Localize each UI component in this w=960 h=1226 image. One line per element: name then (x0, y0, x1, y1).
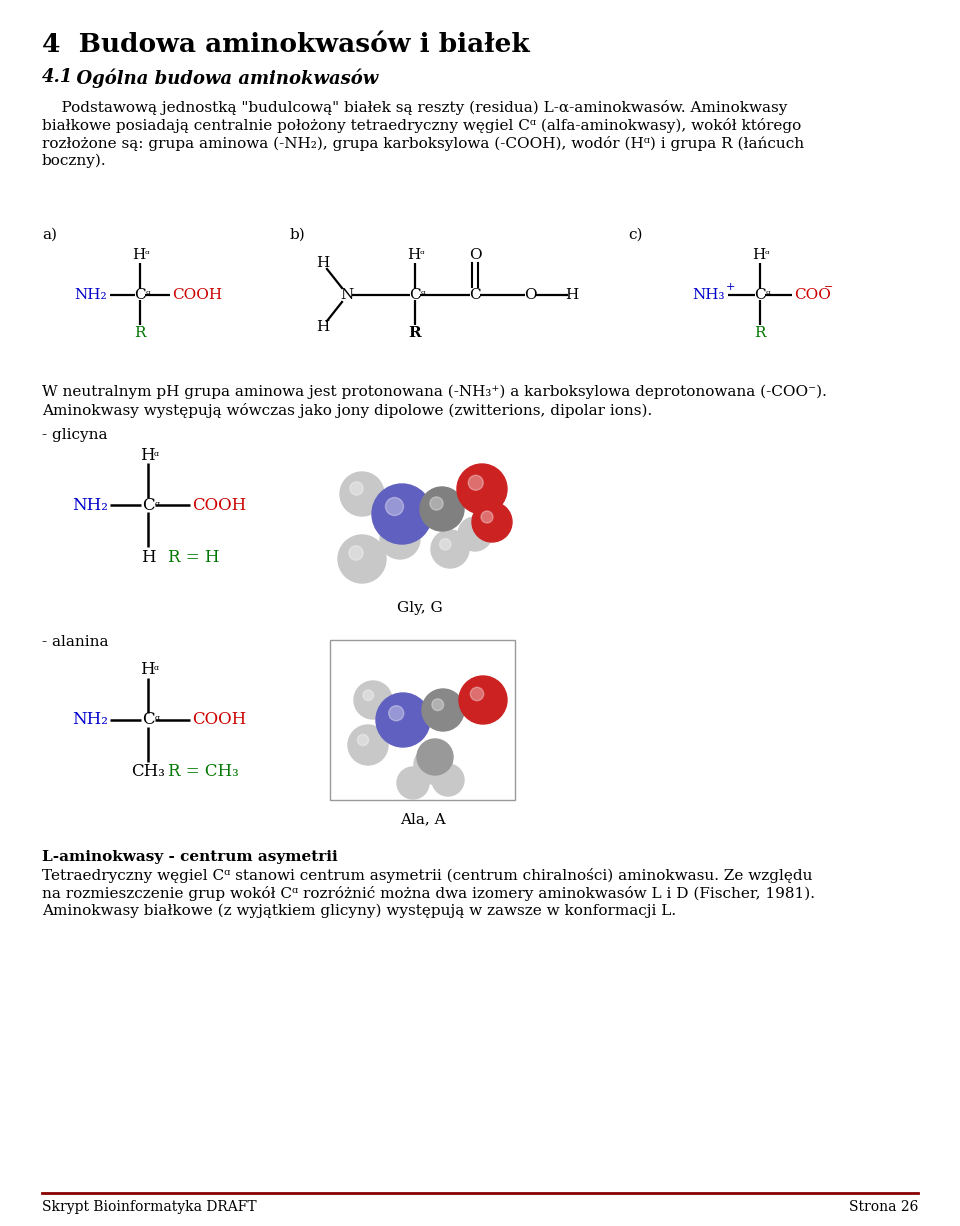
Text: Gly, G: Gly, G (397, 601, 443, 615)
Text: C: C (409, 288, 420, 302)
Text: NH₂: NH₂ (72, 711, 108, 728)
Text: ᵅ: ᵅ (420, 250, 424, 260)
Text: C: C (755, 288, 766, 302)
Text: Ala, A: Ala, A (400, 812, 445, 826)
Circle shape (417, 739, 453, 775)
Text: O: O (524, 288, 537, 302)
Text: NH₂: NH₂ (74, 288, 107, 302)
Circle shape (420, 487, 464, 531)
Text: na rozmieszczenie grup wokół Cᵅ rozróżnić można dwa izomery aminokwasów L i D (F: na rozmieszczenie grup wokół Cᵅ rozróżni… (42, 886, 815, 901)
Text: −: − (824, 282, 833, 292)
Text: COO: COO (794, 288, 830, 302)
Text: H: H (140, 446, 155, 463)
Text: ᵅ: ᵅ (145, 250, 150, 260)
Circle shape (348, 725, 388, 765)
Text: Skrypt Bioinformatyka DRAFT: Skrypt Bioinformatyka DRAFT (42, 1200, 256, 1214)
Text: ᵅ: ᵅ (765, 250, 770, 260)
Circle shape (440, 538, 451, 550)
Text: H: H (565, 288, 579, 302)
Circle shape (397, 767, 429, 799)
Circle shape (423, 755, 434, 765)
Circle shape (430, 497, 444, 510)
Circle shape (458, 517, 492, 550)
Text: ᵅ: ᵅ (155, 499, 160, 512)
Text: Aminokwasy białkowe (z wyjątkiem glicyny) występują w zawsze w konformacji L.: Aminokwasy białkowe (z wyjątkiem glicyny… (42, 904, 676, 918)
Text: R: R (755, 326, 766, 340)
Circle shape (459, 676, 507, 725)
Circle shape (349, 482, 363, 495)
Text: Aminokwasy występują wówczas jako jony dipolowe (zwitterions, dipolar ions).: Aminokwasy występują wówczas jako jony d… (42, 403, 652, 418)
Circle shape (472, 501, 512, 542)
Circle shape (432, 699, 444, 711)
Circle shape (340, 472, 384, 516)
Text: +: + (726, 282, 735, 292)
Circle shape (422, 689, 464, 731)
Circle shape (389, 528, 401, 539)
Text: NH₂: NH₂ (72, 497, 108, 514)
Text: C: C (142, 497, 155, 514)
Text: H: H (317, 320, 329, 333)
Text: ᵅ: ᵅ (421, 291, 425, 300)
Text: NH₃: NH₃ (692, 288, 725, 302)
Text: C: C (134, 288, 146, 302)
Text: H: H (141, 548, 156, 565)
Text: rozłożone są: grupa aminowa (-NH₂), grupa karboksylowa (-COOH), wodór (Hᵅ) i gru: rozłożone są: grupa aminowa (-NH₂), grup… (42, 136, 804, 151)
Circle shape (470, 688, 484, 701)
Circle shape (414, 745, 452, 783)
Circle shape (389, 706, 404, 721)
Text: c): c) (628, 228, 642, 242)
Text: - alanina: - alanina (42, 635, 108, 649)
Circle shape (431, 530, 469, 568)
Text: C: C (469, 288, 481, 302)
Text: ᵅ: ᵅ (154, 450, 159, 462)
Text: L-aminokwasy - centrum asymetrii: L-aminokwasy - centrum asymetrii (42, 850, 338, 864)
Text: H: H (317, 256, 329, 270)
Circle shape (457, 463, 507, 514)
Text: ᵅ: ᵅ (146, 291, 151, 300)
Circle shape (481, 511, 493, 524)
Circle shape (386, 498, 403, 515)
Text: O: O (468, 248, 481, 262)
Text: H: H (407, 248, 420, 262)
Text: COOH: COOH (192, 711, 247, 728)
Text: Podstawową jednostką "budulcową" białek są reszty (residua) L-α-aminokwasów. Ami: Podstawową jednostką "budulcową" białek … (42, 101, 787, 115)
Text: W neutralnym pH grupa aminowa jest protonowana (-NH₃⁺) a karboksylowa deprotonow: W neutralnym pH grupa aminowa jest proto… (42, 385, 827, 400)
Circle shape (354, 680, 392, 718)
Text: COOH: COOH (172, 288, 222, 302)
Circle shape (432, 764, 464, 796)
Text: białkowe posiadają centralnie położony tetraedryczny węgiel Cᵅ (alfa-aminokwasy): białkowe posiadają centralnie położony t… (42, 118, 802, 132)
Text: C: C (142, 711, 155, 728)
Text: R: R (134, 326, 146, 340)
Text: boczny).: boczny). (42, 154, 107, 168)
Text: Tetraedryczny węgiel Cᵅ stanowi centrum asymetrii (centrum chiralności) aminokwa: Tetraedryczny węgiel Cᵅ stanowi centrum … (42, 868, 812, 883)
Text: a): a) (42, 228, 57, 242)
Circle shape (376, 693, 430, 747)
Text: COOH: COOH (192, 497, 247, 514)
Text: b): b) (290, 228, 305, 242)
Text: R = CH₃: R = CH₃ (168, 764, 239, 781)
Text: 4.1: 4.1 (42, 67, 73, 86)
Text: H: H (753, 248, 766, 262)
Text: 4  Budowa aminokwasów i białek: 4 Budowa aminokwasów i białek (42, 32, 530, 56)
Text: Ogólna budowa aminokwasów: Ogólna budowa aminokwasów (64, 67, 378, 87)
Circle shape (380, 519, 420, 559)
Circle shape (338, 535, 386, 584)
Text: R = H: R = H (168, 548, 220, 565)
Text: Strona 26: Strona 26 (849, 1200, 918, 1214)
Circle shape (348, 546, 363, 560)
Text: ᵅ: ᵅ (155, 715, 160, 727)
Text: R: R (409, 326, 421, 340)
Circle shape (468, 476, 483, 490)
Circle shape (372, 484, 432, 544)
Text: H: H (132, 248, 146, 262)
Text: ᵅ: ᵅ (766, 291, 771, 300)
FancyBboxPatch shape (330, 640, 515, 801)
Text: H: H (140, 662, 155, 678)
Circle shape (363, 690, 373, 700)
Circle shape (357, 734, 369, 745)
Text: - glicyna: - glicyna (42, 428, 108, 443)
Text: ᵅ: ᵅ (154, 664, 159, 678)
Text: CH₃: CH₃ (132, 764, 165, 781)
Text: N: N (341, 288, 353, 302)
